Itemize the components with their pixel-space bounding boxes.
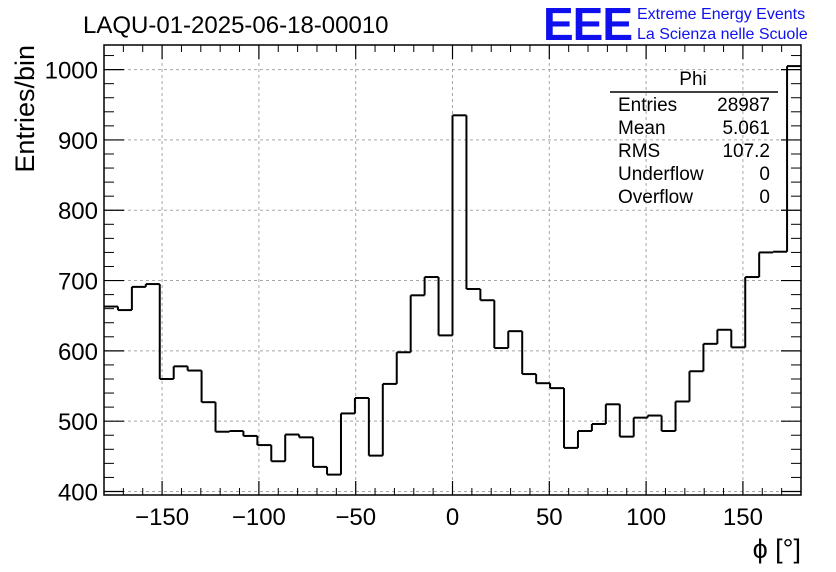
stats-row-value: 0 <box>759 164 770 185</box>
x-tick-label: 150 <box>723 504 763 531</box>
y-tick-label: 400 <box>58 479 98 506</box>
x-axis-label: ϕ [°] <box>753 534 801 564</box>
axis-tick-labels: −150 −100 −50 0 50 100 150 400 500 600 700 800 900 10… <box>45 58 763 531</box>
logo-mark: EEE <box>543 0 633 50</box>
logo-caption-line1: Extreme Energy Events <box>637 6 806 23</box>
axis-ticks <box>103 45 802 495</box>
stats-row-label: Underflow <box>618 164 704 185</box>
stats-row-label: Entries <box>618 95 677 116</box>
stats-title: Phi <box>679 69 706 90</box>
histogram-series <box>104 65 801 476</box>
stats-rows: Entries 28987 Mean 5.061 RMS 107.2 Underflow 0 O… <box>618 95 770 208</box>
x-tick-label: −150 <box>135 504 189 531</box>
stats-row-value: 5.061 <box>722 118 770 139</box>
y-tick-label: 500 <box>58 409 98 436</box>
x-tick-label: 50 <box>536 504 563 531</box>
x-tick-label: 0 <box>446 504 459 531</box>
stats-row-label: Overflow <box>618 187 693 208</box>
x-tick-label: −50 <box>335 504 376 531</box>
stats-row-label: Mean <box>618 118 666 139</box>
stats-row-value: 28987 <box>717 95 770 116</box>
y-tick-label: 700 <box>58 269 98 296</box>
x-tick-label: −100 <box>232 504 286 531</box>
stats-row-value: 107.2 <box>722 141 770 162</box>
stats-row-label: RMS <box>618 141 660 162</box>
y-tick-label: 1000 <box>45 58 98 85</box>
stats-row-value: 0 <box>759 187 770 208</box>
y-axis-label: Entries/bin <box>10 45 40 173</box>
plot-title: LAQU-01-2025-06-18-00010 <box>83 12 389 39</box>
y-tick-label: 900 <box>58 128 98 155</box>
stats-box: Phi Entries 28987 Mean 5.061 RMS 107.2 Underfl… <box>610 69 778 208</box>
y-tick-label: 800 <box>58 198 98 225</box>
x-tick-label: 100 <box>626 504 666 531</box>
y-tick-label: 600 <box>58 339 98 366</box>
logo-caption-line2: La Scienza nelle Scuole <box>637 26 808 43</box>
